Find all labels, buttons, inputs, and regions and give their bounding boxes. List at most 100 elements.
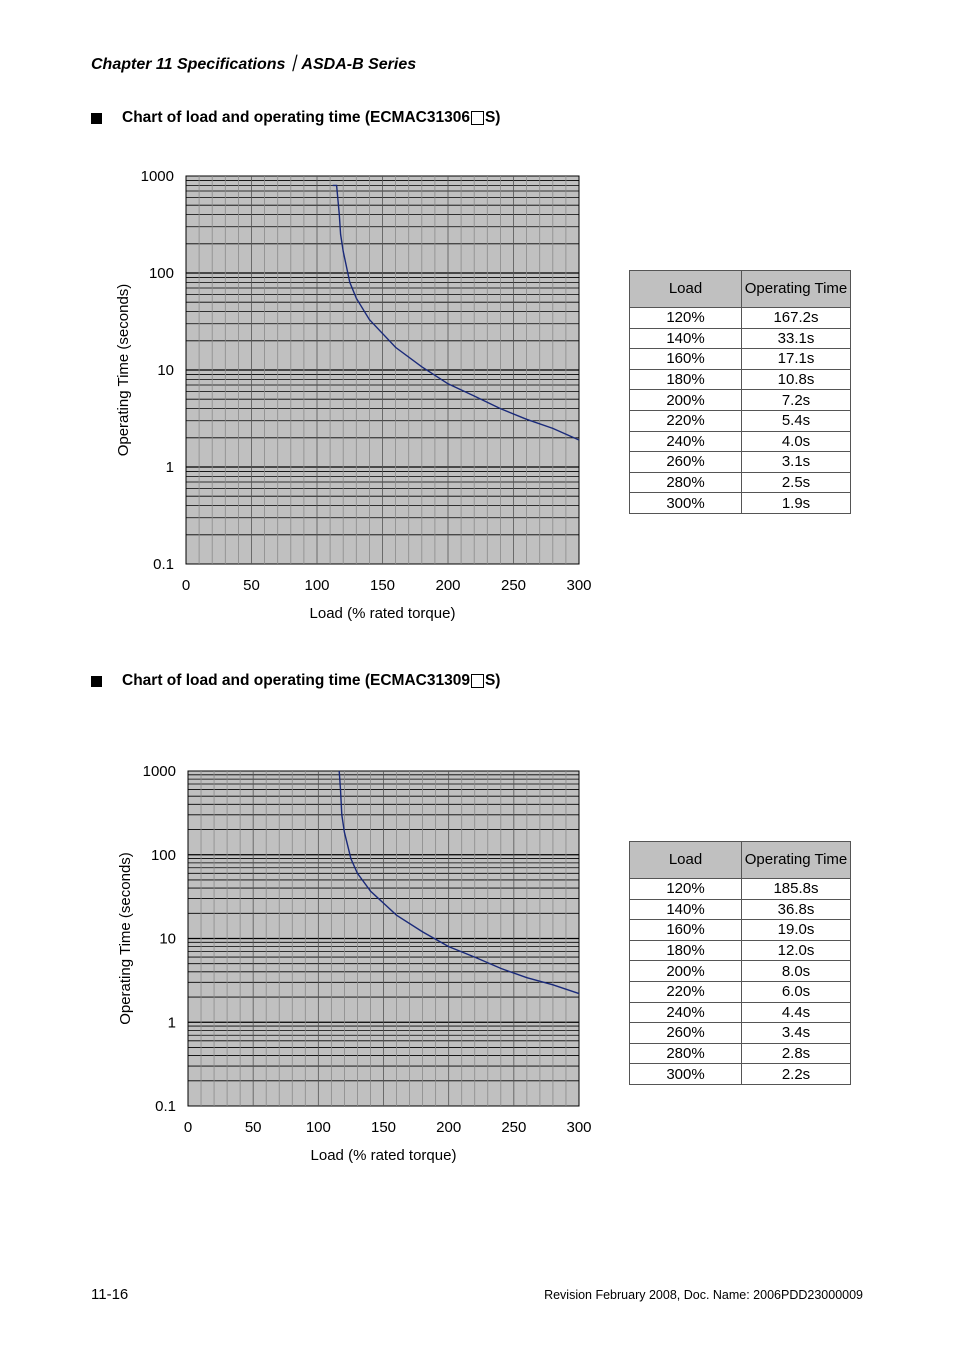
y-tick-label: 10 [159, 931, 176, 948]
table-row: 280% 2.5s [629, 471, 851, 494]
x-tick-label: 0 [184, 1119, 192, 1136]
x-tick-label: 100 [306, 1119, 331, 1136]
load-cell: 160% [629, 348, 742, 370]
load-cell: 280% [629, 1042, 742, 1065]
load-cell: 160% [629, 919, 742, 941]
series-line [332, 184, 580, 441]
time-cell: 19.0s [741, 919, 851, 941]
column-header-load: Load [629, 841, 742, 879]
table-row: 300% 1.9s [629, 492, 851, 514]
table-header-row: Load Operating Time [629, 270, 851, 308]
section-title-1-suffix: S) [484, 109, 501, 126]
column-header-operating-time: Operating Time [741, 841, 851, 879]
x-axis-title: Load (% rated torque) [310, 605, 456, 622]
x-tick-label: 250 [501, 577, 526, 594]
y-tick-label: 0.1 [155, 1098, 176, 1115]
section-title-2: Chart of load and operating time (ECMAC3… [91, 672, 500, 690]
x-tick-label: 50 [243, 577, 260, 594]
time-cell: 36.8s [741, 898, 851, 921]
section-title-1: Chart of load and operating time (ECMAC3… [91, 109, 500, 127]
x-tick-label: 300 [566, 1119, 591, 1136]
checkbox-glyph-icon [470, 674, 484, 688]
table-row: 140% 33.1s [629, 327, 851, 350]
table-row: 220% 5.4s [629, 409, 851, 432]
x-tick-label: 250 [501, 1119, 526, 1136]
section-title-2-text: Chart of load and operating time (ECMAC3… [122, 672, 470, 689]
time-cell: 7.2s [741, 389, 851, 411]
x-tick-label: 200 [436, 1119, 461, 1136]
load-cell: 200% [629, 389, 742, 411]
time-cell: 3.4s [741, 1022, 851, 1044]
table-row: 180% 12.0s [629, 939, 851, 962]
load-cell: 300% [629, 492, 742, 514]
series-line [338, 770, 580, 995]
table-row: 200% 7.2s [629, 389, 851, 411]
y-axis-title: Operating Time (seconds) [115, 284, 132, 457]
time-cell: 4.4s [741, 1001, 851, 1024]
time-cell: 33.1s [741, 327, 851, 350]
table-row: 140% 36.8s [629, 898, 851, 921]
table-header-row: Load Operating Time [629, 841, 851, 879]
load-time-table-1: Load Operating Time 120% 167.2s 140% 33.1s… [629, 270, 851, 514]
checkbox-glyph-icon [470, 111, 484, 125]
load-time-chart-2: 0.1 1 10 100 1000 0 50 100 150 200 250 300 Load (% r… [117, 763, 592, 1164]
table-row: 120% 185.8s [629, 878, 851, 900]
y-axis-title: Operating Time (seconds) [117, 852, 134, 1025]
load-cell: 260% [629, 1022, 742, 1044]
table-row: 160% 19.0s [629, 919, 851, 941]
time-cell: 3.1s [741, 451, 851, 473]
load-cell: 240% [629, 1001, 742, 1024]
y-tick-label: 1 [168, 1014, 176, 1031]
time-cell: 167.2s [741, 307, 851, 329]
square-bullet-icon [91, 112, 102, 124]
load-cell: 180% [629, 368, 742, 391]
x-axis-title: Load (% rated torque) [311, 1147, 457, 1164]
load-cell: 180% [629, 939, 742, 962]
page-header: Chapter 11 Specifications｜ASDA-B Series [91, 56, 417, 73]
load-cell: 220% [629, 980, 742, 1003]
table-row: 260% 3.1s [629, 451, 851, 473]
load-cell: 280% [629, 471, 742, 494]
time-cell: 1.9s [741, 492, 851, 514]
revision-note: Revision February 2008, Doc. Name: 2006P… [544, 1288, 863, 1302]
load-time-table-2: Load Operating Time 120% 185.8s 140% 36.8s… [629, 841, 851, 1085]
table-row: 240% 4.4s [629, 1001, 851, 1024]
y-tick-label: 100 [149, 265, 174, 282]
load-cell: 200% [629, 960, 742, 982]
table-row: 180% 10.8s [629, 368, 851, 391]
time-cell: 5.4s [741, 409, 851, 432]
y-tick-label: 100 [151, 847, 176, 864]
load-cell: 140% [629, 898, 742, 921]
load-cell: 240% [629, 430, 742, 453]
load-cell: 120% [629, 878, 742, 900]
time-cell: 6.0s [741, 980, 851, 1003]
table-row: 220% 6.0s [629, 980, 851, 1003]
load-cell: 220% [629, 409, 742, 432]
time-cell: 8.0s [741, 960, 851, 982]
table-row: 260% 3.4s [629, 1022, 851, 1044]
page-number: 11-16 [91, 1286, 129, 1303]
y-tick-label: 1000 [143, 763, 176, 780]
x-tick-label: 150 [370, 577, 395, 594]
square-bullet-icon [91, 675, 102, 687]
time-cell: 17.1s [741, 348, 851, 370]
y-tick-label: 10 [157, 362, 174, 379]
time-cell: 2.8s [741, 1042, 851, 1065]
table-row: 160% 17.1s [629, 348, 851, 370]
section-title-1-text: Chart of load and operating time (ECMAC3… [122, 109, 470, 126]
table-row: 280% 2.8s [629, 1042, 851, 1065]
section-title-2-suffix: S) [484, 672, 501, 689]
time-cell: 2.5s [741, 471, 851, 494]
time-cell: 185.8s [741, 878, 851, 900]
load-time-chart-1: 0.1 1 10 100 1000 0 50 100 150 200 250 300 Load (% r… [115, 168, 592, 622]
load-cell: 120% [629, 307, 742, 329]
table-row: 240% 4.0s [629, 430, 851, 453]
table-row: 120% 167.2s [629, 307, 851, 329]
x-tick-label: 0 [182, 577, 190, 594]
load-cell: 140% [629, 327, 742, 350]
table-row: 300% 2.2s [629, 1063, 851, 1085]
y-tick-label: 1 [166, 459, 174, 476]
time-cell: 12.0s [741, 939, 851, 962]
y-tick-label: 1000 [141, 168, 174, 185]
column-header-operating-time: Operating Time [741, 270, 851, 308]
